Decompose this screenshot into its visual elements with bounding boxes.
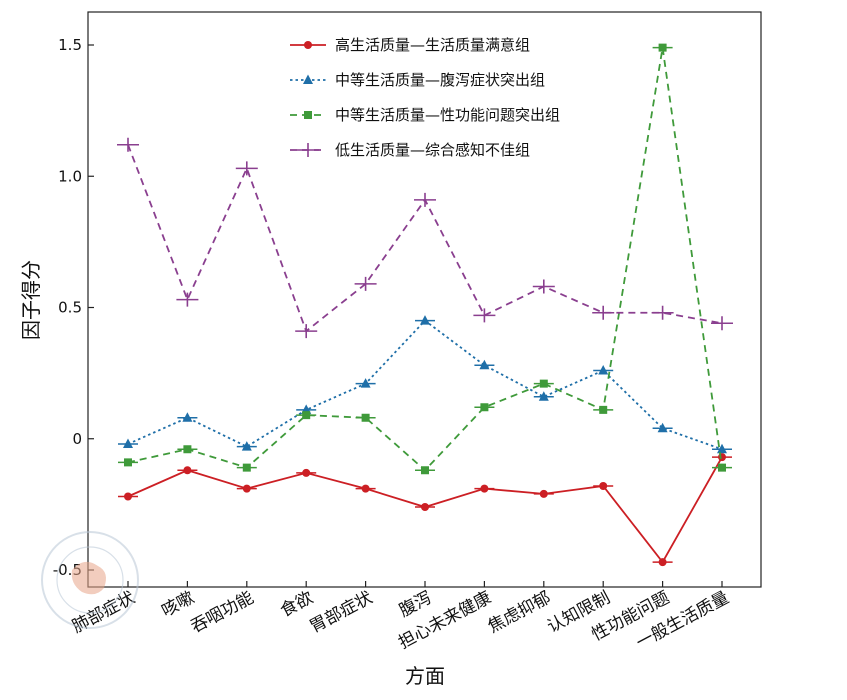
x-axis-title: 方面 <box>405 664 445 688</box>
legend-label: 低生活质量—综合感知不佳组 <box>335 141 530 159</box>
data-point <box>480 484 489 493</box>
data-point <box>718 463 726 472</box>
data-point <box>361 484 370 493</box>
data-point <box>711 316 733 331</box>
data-point <box>182 412 193 422</box>
data-point <box>124 492 132 501</box>
data-point <box>303 74 313 84</box>
data-point <box>297 143 319 157</box>
data-point <box>599 482 608 490</box>
data-point <box>295 324 318 339</box>
data-point <box>538 391 549 401</box>
legend-label: 中等生活质量—腹泻症状突出组 <box>335 71 545 89</box>
data-point <box>123 438 133 448</box>
data-point <box>242 484 251 493</box>
data-point <box>651 305 674 320</box>
data-point <box>473 308 496 323</box>
y-axis-title: 因子得分 <box>19 260 43 340</box>
x-tick-label: 焦虑抑郁 <box>485 588 554 638</box>
x-tick-label: 胃部症状 <box>307 588 376 638</box>
y-tick-label: 0.5 <box>58 299 82 317</box>
data-point <box>117 137 139 152</box>
data-point <box>183 445 192 454</box>
series <box>118 453 732 567</box>
legend-label: 高生活质量—生活质量满意组 <box>335 36 530 54</box>
series <box>117 137 733 339</box>
data-point <box>302 468 311 477</box>
data-point <box>658 558 667 567</box>
x-tick-label: 食欲 <box>277 588 316 622</box>
data-point <box>539 489 548 498</box>
data-point <box>354 276 377 291</box>
data-point <box>718 453 726 462</box>
data-point <box>421 503 429 511</box>
series <box>118 43 732 475</box>
data-point <box>304 111 312 119</box>
y-tick-label: 0 <box>72 430 82 448</box>
data-point <box>361 413 370 422</box>
x-tick-label: 咳嗽 <box>158 588 197 622</box>
data-point <box>717 443 727 454</box>
data-point <box>532 279 555 294</box>
x-tick-label: 吞咽功能 <box>188 588 257 638</box>
data-point <box>479 359 490 370</box>
data-point <box>421 466 429 475</box>
data-point <box>414 192 436 207</box>
x-tick-label: 肺部症状 <box>69 588 138 638</box>
data-point <box>592 305 615 320</box>
data-point <box>242 463 251 472</box>
series <box>118 315 732 454</box>
y-tick-label: 1.5 <box>58 36 82 54</box>
y-axis: -0.500.51.01.5 <box>53 36 94 579</box>
data-point <box>235 161 258 176</box>
data-point <box>302 411 311 420</box>
plot-area <box>87 11 762 588</box>
x-tick-label: 腹泻 <box>396 588 435 622</box>
legend: 高生活质量—生活质量满意组中等生活质量—腹泻症状突出组中等生活质量—性功能问题突… <box>290 36 560 159</box>
data-point <box>598 365 609 375</box>
data-point <box>304 41 312 49</box>
watermark-seal <box>41 531 139 629</box>
data-point <box>124 458 132 467</box>
data-point <box>657 422 668 433</box>
data-point <box>241 441 252 451</box>
data-point <box>480 403 489 412</box>
data-point <box>599 405 608 414</box>
series-layer <box>117 43 733 567</box>
data-point <box>658 43 667 52</box>
data-point <box>183 466 192 475</box>
y-tick-label: 1.0 <box>58 167 82 185</box>
data-point <box>420 315 430 325</box>
legend-label: 中等生活质量—性功能问题突出组 <box>335 106 560 124</box>
data-point <box>539 379 548 388</box>
data-point <box>360 378 371 388</box>
data-point <box>176 292 199 307</box>
